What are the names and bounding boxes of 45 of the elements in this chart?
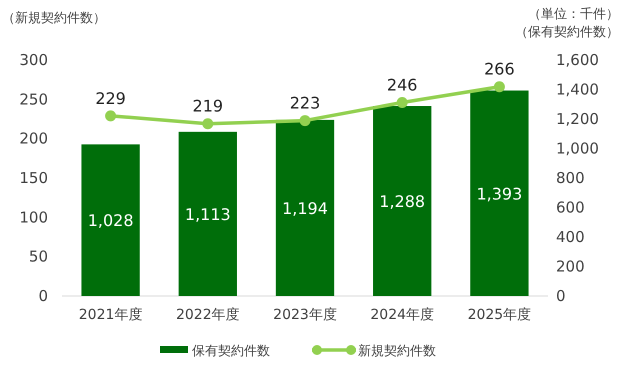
- x-tick-label: 2021年度: [78, 307, 142, 323]
- y2-tick-label: 0: [556, 287, 566, 305]
- point: [105, 110, 116, 122]
- data-label: 1,028: [88, 211, 134, 230]
- bar: [276, 120, 334, 296]
- legend-label: 保有契約件数: [192, 344, 270, 359]
- data-label: 1,393: [476, 184, 522, 204]
- bar: [81, 144, 140, 296]
- y-axis-title: （新規契約件数）: [2, 11, 106, 26]
- point: [494, 81, 505, 92]
- y-tick-label: 100: [19, 208, 48, 226]
- y-tick-label: 150: [19, 169, 48, 187]
- y2-tick-label: 400: [556, 228, 585, 246]
- y2-tick-label: 1,600: [556, 51, 599, 69]
- point: [202, 118, 214, 130]
- x-tick-label: 2022年度: [176, 307, 240, 323]
- x-tick-label: 2024年度: [370, 307, 434, 323]
- y2-tick-label: 1,400: [556, 80, 599, 98]
- y2-tick-label: 200: [556, 258, 585, 276]
- point: [396, 96, 408, 108]
- data-label: 219: [192, 96, 224, 116]
- y-tick-label: 250: [19, 90, 48, 108]
- y2-axis-title: （単位：千件）（保有契約件数）: [515, 7, 619, 40]
- x-tick-label: 2025年度: [468, 307, 532, 323]
- legend-label: 新規契約件数: [358, 344, 436, 359]
- y-tick-label: 50: [28, 248, 48, 266]
- data-label: 1,194: [282, 198, 328, 218]
- data-label: 229: [95, 88, 126, 108]
- data-label: 223: [290, 94, 320, 113]
- y-tick-label: 200: [19, 130, 48, 148]
- y2-tick-label: 600: [556, 198, 585, 216]
- y-tick-label: 300: [19, 51, 48, 69]
- bar: [470, 90, 529, 296]
- bar: [178, 132, 237, 296]
- y2-tick-label: 1,000: [556, 140, 599, 158]
- data-label: 246: [386, 75, 418, 94]
- x-tick-label: 2023年度: [273, 307, 337, 323]
- y2-tick-label: 800: [556, 169, 585, 187]
- data-label: 1,113: [184, 204, 231, 224]
- y-tick-label: 0: [38, 287, 48, 305]
- bar: [373, 106, 432, 296]
- y2-tick-label: 1,200: [556, 110, 599, 128]
- data-label: 1,288: [379, 192, 426, 212]
- data-label: 266: [484, 60, 515, 79]
- point: [300, 115, 310, 126]
